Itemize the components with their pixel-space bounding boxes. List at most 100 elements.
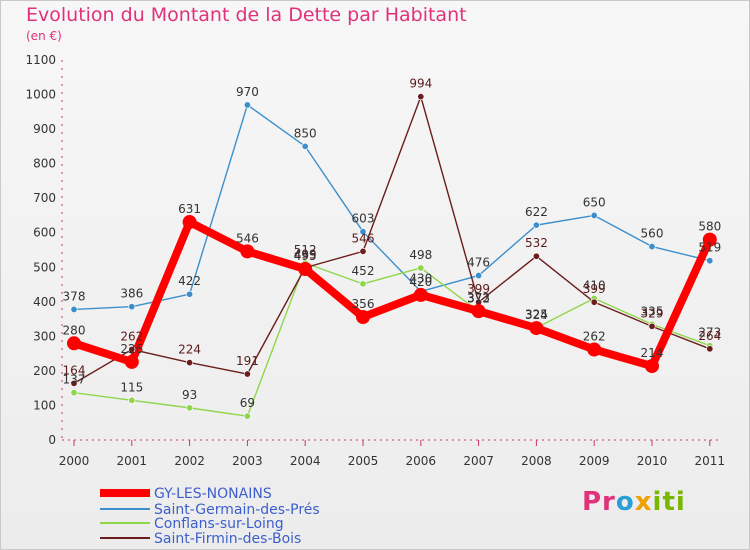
data-label: 224: [178, 343, 201, 357]
data-label: 93: [182, 388, 197, 402]
logo-letters-4: iti: [652, 487, 686, 517]
data-label: 273: [698, 326, 721, 340]
data-point: [417, 264, 425, 272]
data-label: 476: [467, 256, 490, 270]
legend-entry: GY-LES-NONAINS: [154, 486, 272, 502]
data-label: 386: [120, 287, 143, 301]
logo-letters-1: Pr: [582, 487, 616, 517]
data-point: [532, 252, 540, 260]
chart-axes: 0 100 200 300 400 500 600 700 800 900 1000 1100 2000…: [25, 53, 725, 468]
data-label: 994: [409, 77, 432, 91]
data-label: 560: [641, 227, 664, 241]
y-tick-label: 800: [33, 157, 56, 171]
legend: GY-LES-NONAINSSaint-Germain-des-PrésConf…: [100, 486, 320, 547]
data-point: [529, 321, 544, 336]
data-point: [417, 93, 425, 101]
series-lines: [70, 95, 714, 417]
series-line: [73, 104, 711, 311]
data-label: 262: [583, 329, 606, 343]
data-point: [128, 303, 136, 311]
x-tick-label: 2011: [695, 454, 726, 468]
x-tick-label: 2008: [521, 454, 552, 468]
y-tick-label: 900: [33, 122, 56, 136]
x-tick-label: 2007: [463, 454, 494, 468]
legend-entry: Saint-Firmin-des-Bois: [154, 531, 301, 547]
data-label: 546: [236, 231, 259, 245]
data-label: 519: [698, 241, 721, 255]
data-label: 512: [294, 243, 317, 257]
data-point: [70, 379, 78, 387]
data-point: [706, 345, 714, 353]
data-point: [532, 221, 540, 229]
data-label: 422: [178, 274, 201, 288]
y-tick-label: 100: [33, 398, 56, 412]
data-label: 262: [120, 329, 143, 343]
data-label: 546: [352, 231, 375, 245]
data-point: [186, 290, 194, 298]
data-point: [475, 272, 483, 280]
y-tick-label: 0: [48, 433, 56, 447]
x-tick-label: 2004: [290, 454, 321, 468]
data-label: 115: [120, 380, 143, 394]
data-point: [186, 359, 194, 367]
data-label: 264: [698, 329, 721, 343]
data-label: 410: [583, 278, 606, 292]
data-label: 329: [641, 306, 664, 320]
x-tick-label: 2006: [406, 454, 437, 468]
logo-letters-2: o: [615, 487, 635, 517]
series-points: [67, 93, 717, 420]
data-point: [590, 298, 598, 306]
data-point: [243, 412, 251, 420]
data-point: [706, 257, 714, 265]
data-label: 499: [294, 248, 317, 262]
logo-letters-3: x: [634, 487, 653, 517]
y-tick-label: 1100: [25, 53, 56, 67]
data-point: [301, 142, 309, 150]
data-label: 603: [352, 212, 375, 226]
data-label: 214: [641, 346, 664, 360]
data-point: [124, 354, 139, 369]
y-tick-label: 500: [33, 260, 56, 274]
data-label: 532: [525, 236, 548, 250]
data-label: 498: [409, 248, 432, 262]
chart-title: Evolution du Montant de la Dette par Hab…: [26, 4, 467, 26]
data-point: [186, 404, 194, 412]
data-label: 495: [294, 249, 317, 263]
series-line: [73, 95, 711, 385]
data-label: 325: [525, 308, 548, 322]
data-label: 335: [641, 304, 664, 318]
data-label: 580: [698, 220, 721, 234]
data-label: 226: [120, 342, 143, 356]
series-line: [70, 218, 714, 371]
x-tick-label: 2005: [348, 454, 379, 468]
data-point: [587, 342, 602, 357]
data-point: [128, 396, 136, 404]
data-point: [359, 228, 367, 236]
data-labels: 378 3864229708506034304766226505605191371…: [63, 77, 722, 411]
data-label: 372: [467, 291, 490, 305]
data-label: 373: [467, 291, 490, 305]
data-point: [182, 215, 197, 230]
series-line: [73, 262, 711, 417]
x-tick-label: 2010: [637, 454, 668, 468]
data-point: [702, 232, 717, 247]
data-label: 378: [63, 289, 86, 303]
data-label: 137: [63, 373, 86, 387]
data-point: [413, 287, 428, 302]
data-label: 399: [467, 282, 490, 296]
data-label: 420: [409, 275, 432, 289]
x-tick-label: 2002: [174, 454, 205, 468]
y-tick-label: 200: [33, 364, 56, 378]
x-tick-label: 2003: [232, 454, 263, 468]
data-label: 430: [409, 271, 432, 285]
x-tick-label: 2009: [579, 454, 610, 468]
y-tick-label: 700: [33, 191, 56, 205]
data-label: 631: [178, 202, 201, 216]
proxiti-logo: Proxiti: [582, 487, 686, 517]
data-label: 280: [63, 323, 86, 337]
data-label: 69: [240, 396, 255, 410]
data-label: 324: [525, 308, 548, 322]
data-point: [298, 262, 313, 276]
